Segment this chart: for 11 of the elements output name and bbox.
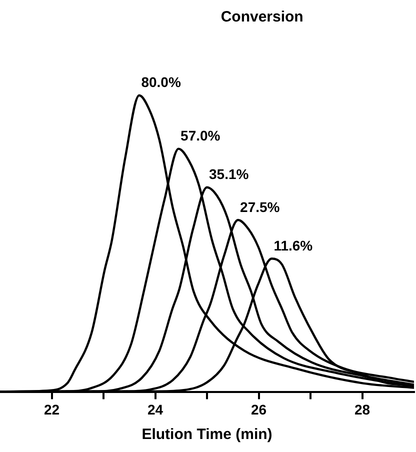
x-tick-label: 28 (354, 401, 370, 418)
chart-title: Conversion (220, 8, 304, 26)
series-label: 80.0% (141, 74, 182, 90)
series-label: 11.6% (274, 237, 314, 254)
x-tick-label: 22 (44, 401, 60, 418)
x-tick-label: 26 (250, 401, 267, 418)
series-label: 35.1% (209, 166, 250, 182)
x-tick-label: 24 (147, 401, 164, 418)
series-label: 57.0% (180, 128, 221, 144)
series-label: 27.5% (240, 198, 280, 215)
x-axis-title: Elution Time (min) (142, 426, 272, 444)
